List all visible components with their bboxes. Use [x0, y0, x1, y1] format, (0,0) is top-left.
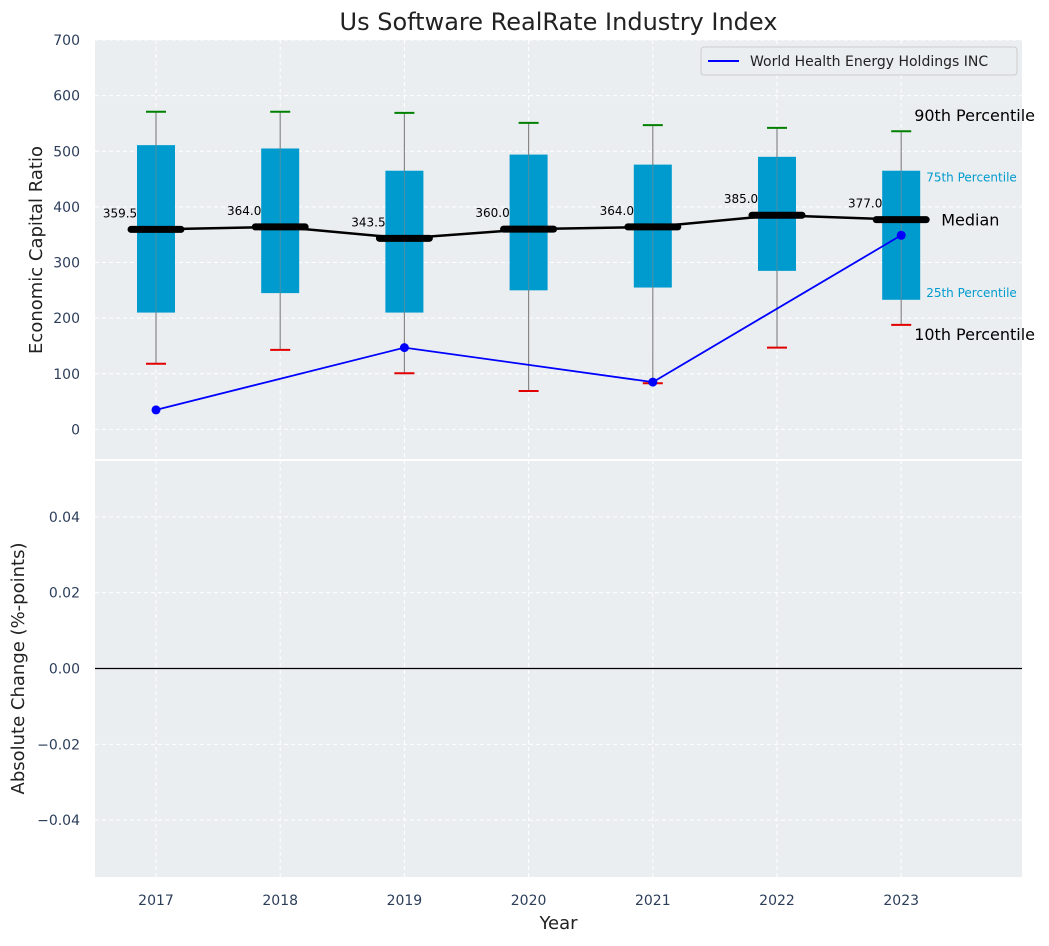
top-y-tick-label: 400	[53, 200, 80, 216]
legend-label: World Health Energy Holdings INC	[750, 54, 988, 70]
median-value-label: 364.0	[227, 204, 261, 218]
x-tick-label: 2023	[883, 893, 919, 909]
company-series-point	[648, 377, 658, 387]
annotation-p75: 75th Percentile	[926, 171, 1017, 185]
top-y-tick-label: 200	[53, 311, 80, 327]
top-y-axis-label: Economic Capital Ratio	[26, 146, 47, 354]
median-value-label: 377.0	[848, 197, 882, 211]
bottom-y-tick-label: −0.02	[37, 737, 80, 753]
median-value-label: 385.0	[724, 192, 758, 206]
top-y-tick-label: 100	[53, 367, 80, 383]
x-tick-label: 2017	[138, 893, 174, 909]
bottom-y-tick-label: −0.04	[37, 813, 80, 829]
annotation-p90: 90th Percentile	[914, 106, 1035, 125]
x-axis-label: Year	[538, 913, 578, 934]
top-y-tick-label: 700	[53, 33, 80, 49]
x-tick-label: 2022	[759, 893, 795, 909]
x-tick-label: 2020	[511, 893, 547, 909]
top-y-tick-label: 300	[53, 256, 80, 272]
x-tick-label: 2021	[635, 893, 671, 909]
annotation-p10: 10th Percentile	[914, 325, 1035, 344]
x-tick-label: 2018	[262, 893, 298, 909]
median-value-label: 360.0	[475, 206, 509, 220]
top-plot-area	[95, 40, 1022, 460]
legend-box	[700, 46, 1018, 76]
company-series-point	[896, 230, 906, 240]
top-y-tick-label: 600	[53, 89, 80, 105]
annotation-p25: 25th Percentile	[926, 286, 1017, 300]
x-tick-label: 2019	[387, 893, 423, 909]
bottom-y-tick-label: 0.00	[49, 662, 80, 678]
top-y-tick-label: 500	[53, 144, 80, 160]
median-value-label: 364.0	[600, 204, 634, 218]
bottom-y-tick-label: 0.02	[49, 586, 80, 602]
median-value-label: 343.5	[351, 215, 385, 229]
company-series-point	[151, 405, 161, 415]
bottom-y-axis-label: Absolute Change (%-points)	[8, 543, 29, 795]
top-y-tick-label: 0	[71, 422, 80, 438]
median-value-label: 359.5	[103, 206, 137, 220]
annotation-median: Median	[941, 211, 999, 230]
chart-title: Us Software RealRate Industry Index	[340, 8, 778, 36]
bottom-y-tick-label: 0.04	[49, 510, 80, 526]
company-series-line	[155, 234, 902, 411]
company-series-point	[399, 343, 409, 353]
